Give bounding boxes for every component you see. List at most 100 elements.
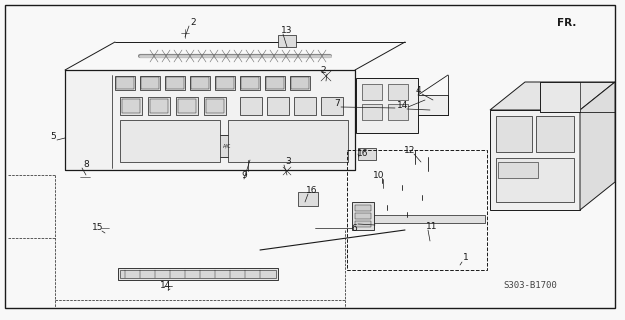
- Bar: [355, 215, 485, 223]
- Text: FR.: FR.: [557, 18, 576, 28]
- Bar: [298, 192, 318, 206]
- Text: S303-B1700: S303-B1700: [503, 282, 557, 291]
- Text: 6: 6: [351, 223, 357, 233]
- Bar: [120, 97, 142, 115]
- Bar: [120, 120, 220, 162]
- Circle shape: [84, 91, 92, 99]
- Circle shape: [303, 194, 313, 204]
- Bar: [206, 99, 224, 113]
- Circle shape: [183, 31, 187, 35]
- Polygon shape: [82, 186, 108, 210]
- Circle shape: [81, 136, 95, 150]
- Polygon shape: [418, 58, 445, 133]
- Circle shape: [321, 71, 331, 81]
- Text: 1: 1: [463, 253, 469, 262]
- Bar: [165, 76, 185, 90]
- Circle shape: [84, 107, 92, 115]
- Circle shape: [282, 36, 292, 46]
- Circle shape: [425, 227, 435, 237]
- Circle shape: [81, 152, 95, 166]
- Text: A/C: A/C: [222, 143, 231, 148]
- Bar: [362, 104, 382, 120]
- Bar: [116, 77, 134, 89]
- Circle shape: [84, 123, 92, 131]
- Text: 5: 5: [50, 132, 56, 140]
- Bar: [490, 110, 580, 210]
- Bar: [241, 77, 259, 89]
- Bar: [265, 76, 285, 90]
- Circle shape: [81, 120, 95, 134]
- Bar: [240, 97, 262, 115]
- Text: 4: 4: [415, 85, 421, 94]
- Bar: [418, 95, 448, 115]
- Circle shape: [100, 223, 110, 233]
- Bar: [148, 97, 170, 115]
- Bar: [536, 116, 574, 152]
- Circle shape: [181, 29, 189, 37]
- Bar: [118, 268, 278, 280]
- Text: 2: 2: [320, 66, 326, 75]
- Bar: [228, 120, 348, 162]
- Bar: [388, 84, 408, 100]
- Circle shape: [421, 223, 439, 241]
- Bar: [240, 76, 260, 90]
- Polygon shape: [490, 82, 615, 110]
- Bar: [166, 77, 184, 89]
- Bar: [291, 77, 309, 89]
- Circle shape: [84, 139, 92, 147]
- Text: 11: 11: [426, 221, 438, 230]
- Bar: [352, 202, 374, 230]
- Bar: [150, 99, 168, 113]
- Bar: [215, 135, 239, 157]
- Bar: [540, 82, 615, 112]
- Bar: [65, 70, 355, 170]
- Text: 15: 15: [92, 222, 104, 231]
- Bar: [266, 77, 284, 89]
- Bar: [356, 78, 418, 133]
- Bar: [176, 97, 198, 115]
- Bar: [122, 99, 140, 113]
- Bar: [216, 77, 234, 89]
- Bar: [355, 205, 371, 211]
- Circle shape: [81, 104, 95, 118]
- Bar: [141, 77, 159, 89]
- Bar: [496, 158, 574, 202]
- Circle shape: [84, 155, 92, 163]
- Text: 14: 14: [398, 100, 409, 109]
- Bar: [290, 76, 310, 90]
- Polygon shape: [580, 82, 615, 210]
- Text: 16: 16: [357, 148, 369, 157]
- Bar: [120, 270, 276, 278]
- Bar: [540, 82, 580, 112]
- Bar: [496, 116, 532, 152]
- Bar: [178, 99, 196, 113]
- Polygon shape: [577, 12, 597, 30]
- Bar: [358, 148, 376, 160]
- Bar: [191, 77, 209, 89]
- Bar: [248, 138, 268, 154]
- Bar: [278, 35, 296, 47]
- Bar: [215, 76, 235, 90]
- Text: 16: 16: [306, 186, 318, 195]
- Circle shape: [230, 240, 246, 256]
- Text: 3: 3: [285, 156, 291, 165]
- Circle shape: [363, 150, 371, 158]
- Circle shape: [400, 225, 410, 235]
- Bar: [115, 76, 135, 90]
- Text: 2: 2: [190, 18, 196, 27]
- Bar: [362, 84, 382, 100]
- Polygon shape: [210, 220, 268, 270]
- Circle shape: [81, 88, 95, 102]
- Bar: [388, 104, 408, 120]
- Bar: [294, 97, 316, 115]
- Text: 8: 8: [83, 159, 89, 169]
- Bar: [321, 97, 343, 115]
- Text: 12: 12: [404, 146, 416, 155]
- Polygon shape: [80, 165, 102, 190]
- Text: 13: 13: [281, 26, 292, 35]
- Circle shape: [283, 167, 291, 175]
- Polygon shape: [356, 58, 445, 78]
- Bar: [347, 150, 487, 270]
- Text: 7: 7: [334, 99, 340, 108]
- Circle shape: [164, 282, 172, 290]
